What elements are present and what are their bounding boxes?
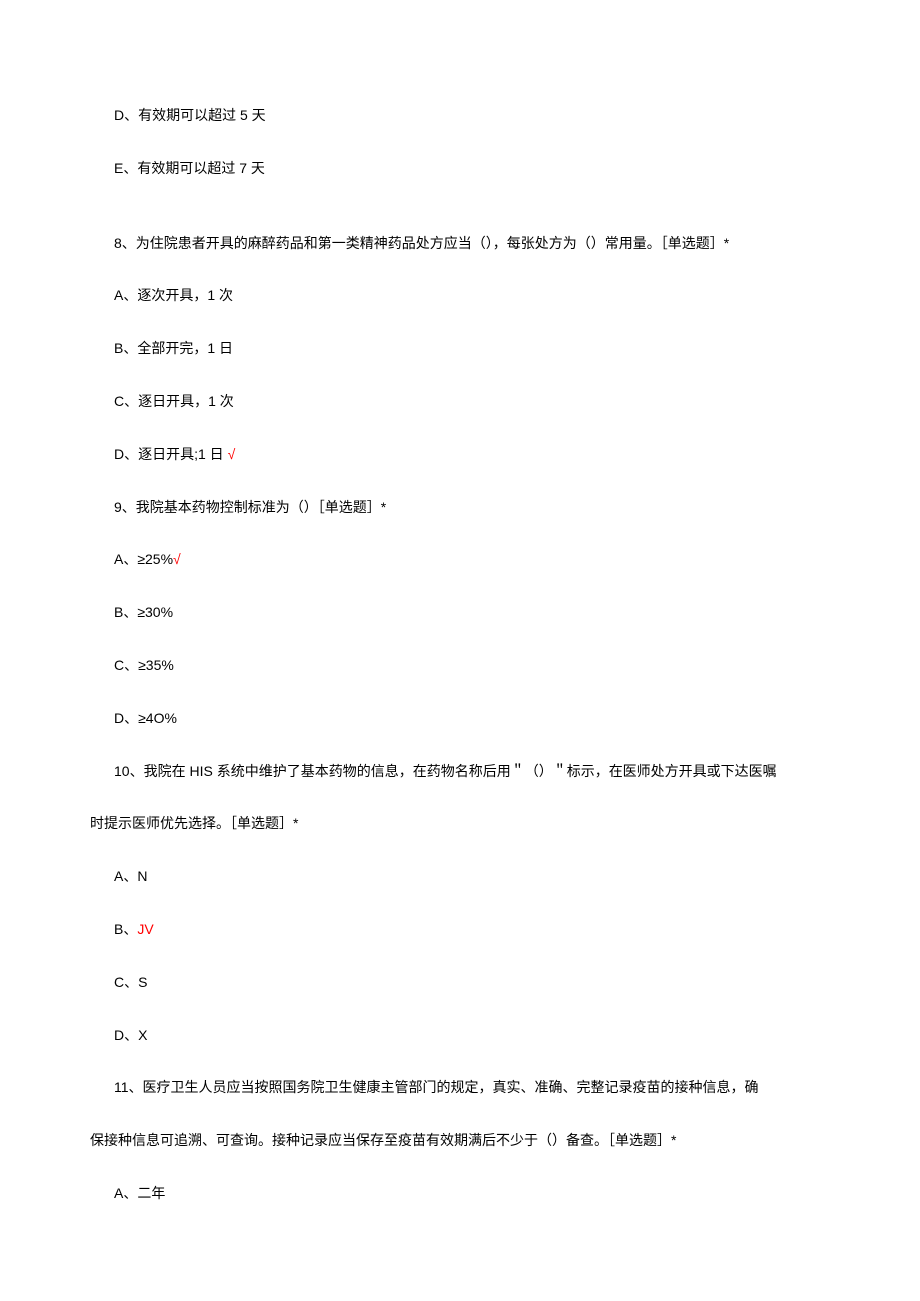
check-mark-icon: √ xyxy=(173,551,181,567)
q9-option-a-text: A、≥25% xyxy=(114,551,173,567)
q10-option-b-prefix: B、 xyxy=(114,921,137,937)
q10-option-b: B、JV xyxy=(90,914,830,945)
q8-option-a: A、逐次开具，1 次 xyxy=(90,280,830,311)
q10-option-c: C、S xyxy=(90,967,830,998)
check-mark-icon: √ xyxy=(224,446,236,462)
q9-option-c: C、≥35% xyxy=(90,650,830,681)
q11-option-a: A、二年 xyxy=(90,1178,830,1209)
q9-option-d: D、≥4O% xyxy=(90,703,830,734)
q8-option-d-text: D、逐日开具;1 日 xyxy=(114,446,224,462)
q9-option-b: B、≥30% xyxy=(90,597,830,628)
q7-option-d: D、有效期可以超过 5 天 xyxy=(90,100,830,131)
q8-option-b: B、全部开完，1 日 xyxy=(90,333,830,364)
q8-text: 8、为住院患者开具的麻醉药品和第一类精神药品处方应当（），每张处方为（）常用量。… xyxy=(90,228,830,259)
q10-option-d: D、X xyxy=(90,1020,830,1051)
q9-option-a: A、≥25%√ xyxy=(90,544,830,575)
q11-text-line1: 11、医疗卫生人员应当按照国务院卫生健康主管部门的规定，真实、准确、完整记录疫苗… xyxy=(90,1072,830,1103)
q9-text: 9、我院基本药物控制标准为（）［单选题］* xyxy=(90,492,830,523)
q10-option-b-value: JV xyxy=(137,921,153,937)
q10-text-line1: 10、我院在 HIS 系统中维护了基本药物的信息，在药物名称后用＂（）＂标示，在… xyxy=(90,756,830,787)
q7-option-e: E、有效期可以超过 7 天 xyxy=(90,153,830,184)
q11-text-line2: 保接种信息可追溯、可查询。接种记录应当保存至疫苗有效期满后不少于（）备查。［单选… xyxy=(90,1125,830,1156)
q8-option-c: C、逐日开具，1 次 xyxy=(90,386,830,417)
q8-option-d: D、逐日开具;1 日 √ xyxy=(90,439,830,470)
q10-option-a: A、N xyxy=(90,861,830,892)
q10-text-line2: 时提示医师优先选择。［单选题］* xyxy=(90,808,830,839)
